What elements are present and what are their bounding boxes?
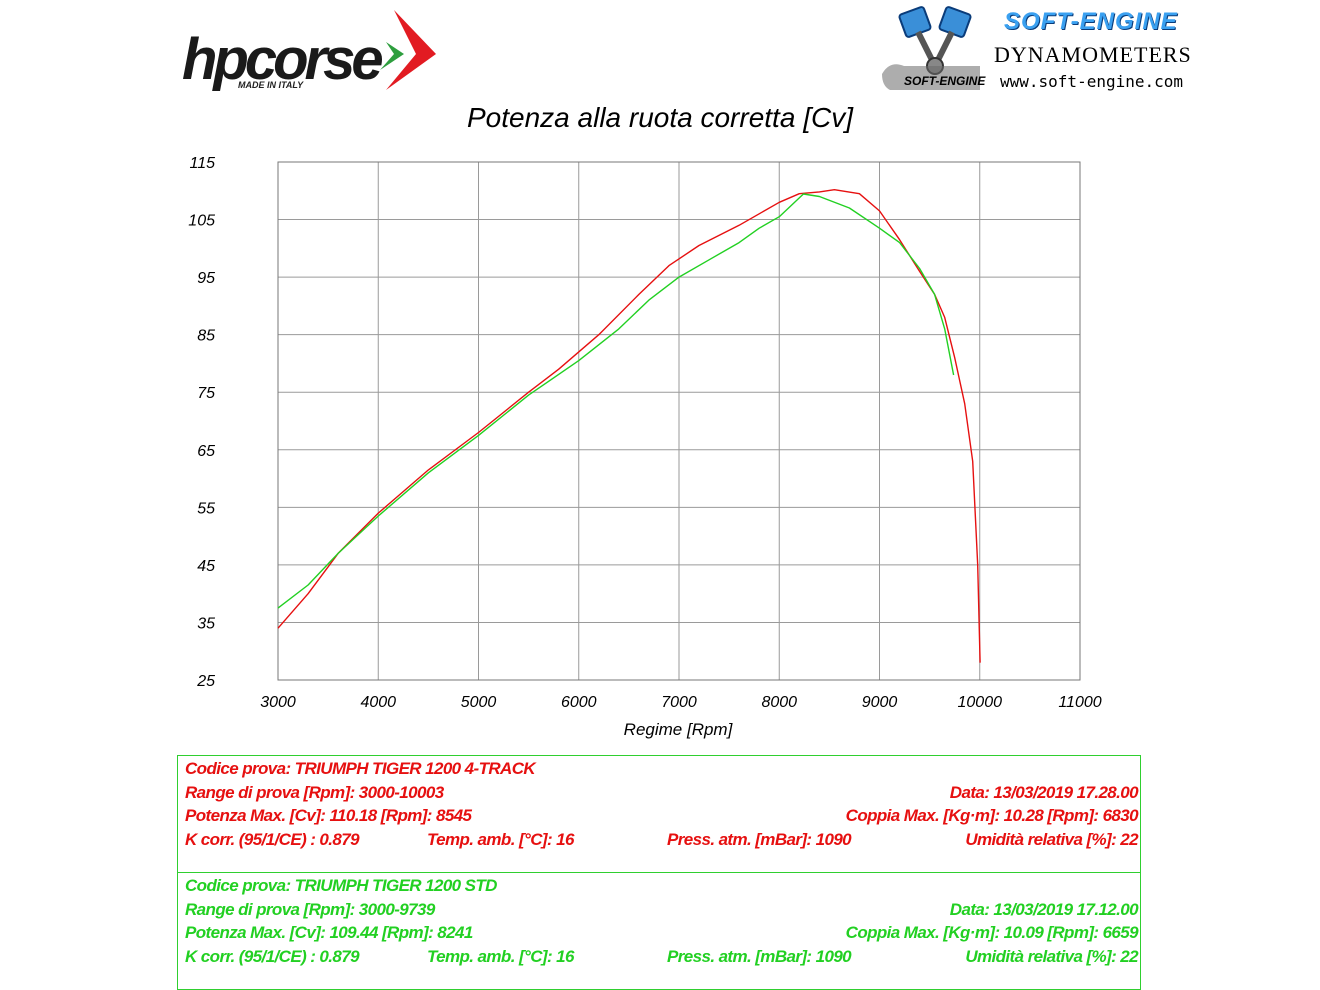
chart-ticks: 3000 4000 5000 6000 7000 8000 9000 10000 11000 25… — [188, 155, 1101, 711]
max-torque: Coppia Max. [Kg·m]: 10.28 [Rpm]: 6830 — [845, 806, 1139, 825]
info-row: Potenza Max. [Cv]: 110.18 [Rpm]: 8545 Co… — [185, 805, 1140, 829]
x-tick-label: 10000 — [958, 694, 1003, 711]
series-line-red — [277, 188, 981, 663]
soft-engine-small-label: SOFT-ENGINE — [904, 74, 986, 88]
x-tick-label: 5000 — [461, 694, 497, 711]
test-date: Data: 13/03/2019 17.12.00 — [949, 899, 1139, 919]
y-tick-label: 95 — [197, 270, 215, 287]
soft-engine-title: SOFT-ENGINE — [1004, 8, 1178, 35]
y-tick-label: 75 — [197, 385, 215, 402]
info-row: Codice prova: TRIUMPH TIGER 1200 4-TRACK — [185, 758, 1140, 782]
x-tick-label: 11000 — [1058, 694, 1101, 711]
test-range: Range di prova [Rpm]: 3000-9739 — [185, 899, 435, 919]
hpcorse-wordmark: hpcorse — [182, 27, 384, 92]
chart-series — [277, 188, 981, 663]
hpcorse-tagline: MADE IN ITALY — [238, 80, 304, 90]
info-row: K corr. (95/1/CE) : 0.879 Temp. amb. [°C… — [185, 946, 1140, 970]
y-tick-label: 85 — [197, 328, 215, 345]
test-info-box-green: Codice prova: TRIUMPH TIGER 1200 STD Ran… — [177, 872, 1141, 990]
soft-engine-url: www.soft-engine.com — [1000, 72, 1184, 91]
info-row: Codice prova: TRIUMPH TIGER 1200 STD — [185, 875, 1140, 899]
x-tick-label: 9000 — [862, 694, 898, 711]
info-row: Range di prova [Rpm]: 3000-10003 Data: 1… — [185, 782, 1140, 806]
chart-grid — [277, 161, 1081, 681]
test-code: Codice prova: TRIUMPH TIGER 1200 STD — [185, 876, 497, 895]
max-torque: Coppia Max. [Kg·m]: 10.09 [Rpm]: 6659 — [845, 923, 1139, 942]
test-code: Codice prova: TRIUMPH TIGER 1200 4-TRACK — [185, 759, 536, 778]
y-tick-label: 65 — [197, 443, 215, 460]
y-tick-label: 35 — [197, 615, 215, 632]
series-line-green — [277, 193, 955, 609]
hpcorse-logo: hpcorse MADE IN ITALY — [180, 8, 450, 92]
info-row: Potenza Max. [Cv]: 109.44 [Rpm]: 8241 Co… — [185, 922, 1140, 946]
piston-icon — [882, 6, 980, 90]
ambient-temp: Temp. amb. [°C]: 16 — [427, 829, 574, 849]
atm-pressure: Press. atm. [mBar]: 1090 — [667, 829, 852, 849]
info-row: K corr. (95/1/CE) : 0.879 Temp. amb. [°C… — [185, 829, 1140, 853]
x-tick-label: 4000 — [360, 694, 396, 711]
chart-title: Potenza alla ruota corretta [Cv] — [467, 102, 853, 133]
x-tick-label: 7000 — [661, 694, 697, 711]
y-tick-label: 25 — [196, 673, 215, 690]
test-range: Range di prova [Rpm]: 3000-10003 — [185, 782, 444, 802]
max-power: Potenza Max. [Cv]: 109.44 [Rpm]: 8241 — [185, 923, 473, 942]
plot-frame — [277, 161, 1081, 681]
soft-engine-subtitle: DYNAMOMETERS — [994, 42, 1192, 67]
ambient-temp: Temp. amb. [°C]: 16 — [427, 946, 574, 966]
info-row: Range di prova [Rpm]: 3000-9739 Data: 13… — [185, 899, 1140, 923]
y-tick-label: 45 — [197, 558, 215, 575]
k-corr: K corr. (95/1/CE) : 0.879 — [185, 829, 360, 849]
x-tick-label: 6000 — [561, 694, 597, 711]
hpcorse-swoosh-icon — [380, 10, 436, 90]
x-tick-label: 3000 — [260, 694, 296, 711]
x-axis-label: Regime [Rpm] — [623, 720, 733, 739]
k-corr: K corr. (95/1/CE) : 0.879 — [185, 946, 360, 966]
y-tick-label: 55 — [197, 500, 215, 517]
test-date: Data: 13/03/2019 17.28.00 — [949, 782, 1139, 802]
atm-pressure: Press. atm. [mBar]: 1090 — [667, 946, 852, 966]
power-chart: 3000 4000 5000 6000 7000 8000 9000 10000 11000 25… — [188, 155, 1101, 711]
max-power: Potenza Max. [Cv]: 110.18 [Rpm]: 8545 — [185, 806, 472, 825]
relative-humidity: Umidità relativa [%]: 22 — [965, 829, 1138, 849]
test-info-box-red: Codice prova: TRIUMPH TIGER 1200 4-TRACK… — [177, 755, 1141, 873]
y-tick-label: 105 — [188, 213, 215, 230]
y-tick-label: 115 — [189, 155, 215, 172]
relative-humidity: Umidità relativa [%]: 22 — [965, 946, 1138, 966]
soft-engine-logo: SOFT-ENGINE SOFT-ENGINE DYNAMOMETERS www… — [880, 4, 1200, 96]
x-tick-label: 8000 — [761, 694, 797, 711]
